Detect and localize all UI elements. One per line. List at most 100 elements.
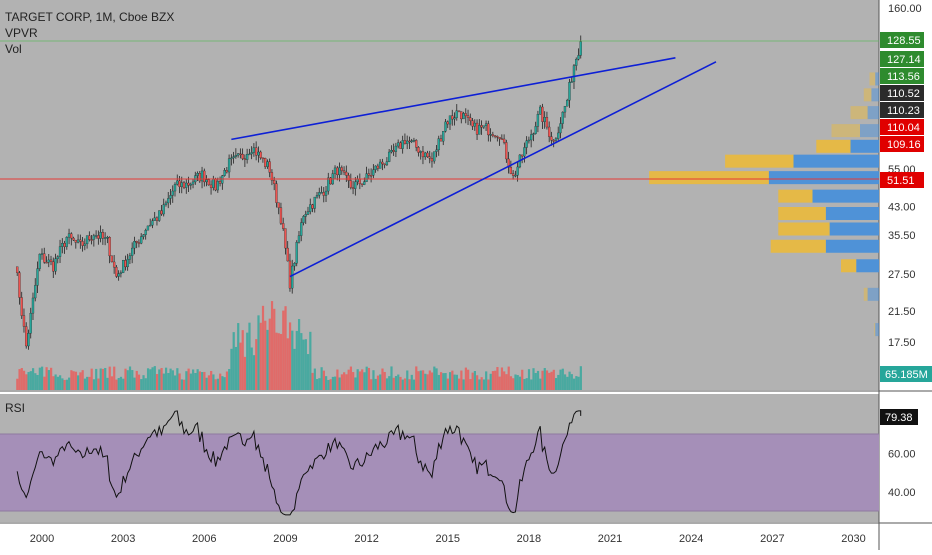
candle-body	[342, 170, 346, 173]
candle-body	[451, 115, 454, 120]
volume-bar	[25, 374, 28, 390]
candle-body	[99, 232, 102, 239]
candle-body	[63, 243, 66, 247]
volume-bar	[471, 372, 474, 390]
candle-body	[568, 82, 571, 101]
volume-bar	[512, 378, 515, 390]
candle-body	[293, 262, 296, 267]
volume-bar	[264, 320, 267, 390]
volume-bar	[77, 375, 80, 390]
volume-bar	[397, 374, 400, 390]
price-badge-text: 110.52	[887, 88, 920, 100]
volume-bar	[158, 369, 161, 390]
time-tick-label: 2024	[679, 533, 703, 545]
candle-body	[151, 220, 154, 226]
volume-bar	[286, 338, 289, 390]
chart-title: TARGET CORP, 1M, Cboe BZX	[5, 10, 174, 24]
volume-bar	[561, 368, 564, 390]
volume-bar	[458, 378, 461, 390]
candle-body	[153, 217, 156, 221]
vpvr-up-bar	[867, 287, 879, 301]
candle-body	[534, 126, 537, 134]
candle-body	[392, 150, 395, 152]
vpvr-up-bar	[825, 239, 879, 253]
volume-bar	[363, 372, 366, 390]
volume-bar	[239, 342, 242, 390]
candle-body	[351, 187, 355, 189]
volume-bar	[327, 379, 330, 390]
volume-bar	[74, 371, 78, 390]
trendline-upper[interactable]	[231, 57, 676, 141]
candle-body	[92, 235, 95, 240]
volume-bar	[379, 374, 382, 390]
candle-body	[489, 134, 492, 136]
rsi-badge-text: 79.38	[885, 412, 913, 424]
volume-bar	[192, 369, 195, 390]
candle-body	[182, 182, 186, 188]
candle-body	[264, 158, 267, 167]
volume-bar	[282, 310, 285, 390]
candle-body	[306, 211, 310, 215]
volume-bar	[415, 366, 418, 390]
candle-body	[227, 158, 231, 173]
volume-bar	[27, 372, 30, 390]
candle-body	[198, 173, 201, 182]
volume-bar	[467, 369, 470, 390]
candle-body	[270, 172, 274, 181]
volume-bar	[45, 367, 48, 390]
vpvr-up-bar	[856, 259, 879, 273]
candle-body	[570, 81, 573, 83]
candle-body	[110, 255, 114, 263]
price-tick-label: 21.50	[888, 306, 916, 318]
price-badge	[880, 85, 924, 101]
volume-bar	[503, 371, 506, 390]
main-pane-bg	[0, 0, 879, 390]
vpvr-down-bar	[831, 124, 860, 138]
candle-body	[133, 241, 136, 249]
trendline-lower[interactable]	[289, 61, 717, 278]
candle-body	[124, 260, 127, 268]
candle-body	[65, 237, 68, 247]
candle-body	[58, 246, 62, 257]
volume-bar	[329, 379, 332, 390]
volume-bar	[183, 379, 186, 390]
rsi-label[interactable]: RSI	[5, 401, 25, 415]
vpvr-down-bar	[725, 154, 794, 168]
candle-body	[234, 155, 238, 157]
candle-body	[61, 243, 64, 247]
price-tick-label: 17.50	[888, 337, 916, 349]
rsi-line	[16, 410, 582, 516]
volume-bar	[268, 318, 271, 390]
candle-body	[31, 297, 35, 314]
volume-bar	[494, 370, 497, 390]
volume-bar	[266, 329, 269, 390]
volume-bar	[63, 379, 66, 390]
candle-body	[29, 312, 32, 334]
volume-bar	[338, 377, 341, 390]
volume-bar	[548, 372, 551, 390]
candle-body	[523, 147, 526, 157]
candle-body	[498, 137, 501, 139]
candle-body	[245, 154, 249, 160]
candle-body	[428, 156, 431, 159]
price-badge-text: 127.14	[887, 54, 921, 66]
candle-body	[442, 131, 445, 142]
vpvr-label[interactable]: VPVR	[5, 26, 38, 40]
volume-bar	[365, 366, 368, 390]
candle-body	[295, 242, 298, 264]
rsi-band	[0, 434, 879, 511]
candle-body	[137, 242, 141, 244]
candle-body	[525, 140, 528, 148]
candle-body	[131, 247, 134, 256]
volume-bar	[451, 370, 454, 390]
volume-bar	[507, 366, 510, 390]
candle-body	[277, 202, 280, 208]
volume-bar	[554, 378, 558, 390]
vol-label[interactable]: Vol	[5, 42, 22, 56]
vpvr-down-bar	[778, 222, 830, 236]
volume-bar	[124, 368, 127, 390]
candle-body	[119, 272, 123, 274]
volume-bar	[568, 371, 571, 390]
candle-body	[385, 161, 389, 166]
